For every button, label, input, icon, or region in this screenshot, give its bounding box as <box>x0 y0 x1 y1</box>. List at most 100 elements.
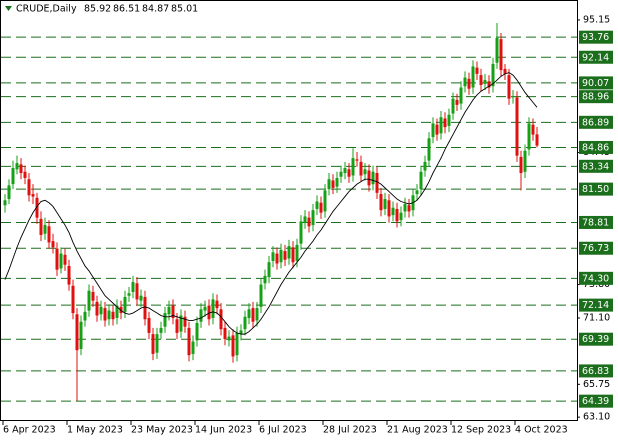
level-box <box>579 332 613 346</box>
candle-body <box>19 164 23 174</box>
level-label: 92.14 <box>582 52 609 63</box>
candle-body <box>527 123 531 150</box>
level-box <box>579 50 613 64</box>
candle-body <box>79 321 83 349</box>
candle-body <box>7 185 11 200</box>
candle-body <box>463 77 467 87</box>
level-box <box>579 30 613 44</box>
candle-body <box>147 318 151 333</box>
candle-body <box>83 311 87 321</box>
candle-body <box>407 205 411 212</box>
candle-body <box>367 170 371 186</box>
candle-body <box>455 99 459 105</box>
candle-body <box>251 308 255 322</box>
candle-body <box>475 67 479 74</box>
candle-body <box>419 171 423 190</box>
candle-body <box>207 305 211 320</box>
candle-body <box>67 265 71 285</box>
candle-body <box>107 310 111 320</box>
candle-body <box>239 330 243 335</box>
candle-body <box>259 284 263 307</box>
x-tick-label: 14 Jun 2023 <box>195 425 252 436</box>
candle-body <box>275 253 279 264</box>
candle-body <box>459 87 463 104</box>
x-axis: 6 Apr 2023 1 May 2023 23 May 2023 14 Jun 20… <box>2 420 568 436</box>
candle-body <box>327 179 331 190</box>
candle-body <box>183 316 187 327</box>
candle-body <box>315 201 319 209</box>
candle-body <box>311 210 315 226</box>
candle-body <box>279 249 283 263</box>
header-values: 85.92 86.51 84.87 85.01 <box>84 4 198 15</box>
y-tick-label: 65.75 <box>583 379 610 390</box>
level-box <box>579 76 613 90</box>
candle-body <box>267 262 271 278</box>
ma-line <box>4 72 538 335</box>
candle-body <box>195 322 199 341</box>
level-label: 86.89 <box>582 117 609 128</box>
candle-body <box>431 123 435 138</box>
level-label: 83.34 <box>582 161 609 172</box>
candle-body <box>211 299 215 319</box>
symbol: CRUDE,Daily <box>16 4 77 15</box>
candle-body <box>223 327 227 340</box>
level-box <box>579 394 613 408</box>
header-value: 85.01 <box>171 4 198 15</box>
candle-body <box>203 306 207 311</box>
candle-body <box>151 334 155 354</box>
candles <box>3 23 539 402</box>
candle-body <box>215 300 219 309</box>
candle-body <box>383 199 387 209</box>
candle-body <box>447 114 451 126</box>
candle-body <box>403 203 407 212</box>
level-box <box>579 182 613 196</box>
candle-body <box>443 118 447 128</box>
candle-body <box>59 253 63 269</box>
candle-body <box>243 316 247 330</box>
candle-body <box>531 124 535 135</box>
candle-body <box>427 138 431 161</box>
y-tick-label: 71.10 <box>583 313 610 324</box>
candle-body <box>471 66 475 88</box>
level-box <box>579 271 613 285</box>
candle-body <box>199 309 203 322</box>
y-tick-label: 63.10 <box>583 412 610 423</box>
candle-body <box>55 248 59 270</box>
header-value: 84.87 <box>142 4 169 15</box>
candle-body <box>219 309 223 330</box>
candle-body <box>395 208 399 222</box>
x-tick-label: 28 Jul 2023 <box>323 425 377 436</box>
level-labels: 93.76 92.14 90.07 88.96 86.89 84.86 83.34 81.50… <box>579 30 613 408</box>
candle-body <box>339 171 343 177</box>
candle-body <box>179 315 183 332</box>
candle-body <box>111 311 115 320</box>
candle-body <box>247 309 251 319</box>
header-icon <box>5 6 12 11</box>
candle-body <box>167 306 171 315</box>
level-label: 74.30 <box>582 273 609 284</box>
candle-body <box>307 217 311 227</box>
candle-body <box>499 39 503 71</box>
level-box <box>579 140 613 154</box>
candle-body <box>255 308 259 321</box>
candle-body <box>511 96 515 98</box>
candle-body <box>415 190 419 195</box>
x-tick-label: 21 Aug 2023 <box>387 425 448 436</box>
candle-body <box>143 296 147 320</box>
candle-body <box>467 78 471 89</box>
level-label: 90.07 <box>582 78 609 89</box>
candle-body <box>343 168 347 174</box>
candle-body <box>191 341 195 354</box>
candle-body <box>519 156 523 174</box>
candle-body <box>291 247 295 263</box>
candle-body <box>171 305 175 319</box>
candle-body <box>115 305 119 319</box>
candle-body <box>435 124 439 135</box>
candle-body <box>39 218 43 235</box>
candle-body <box>507 75 511 99</box>
candle-body <box>11 168 15 185</box>
candle-body <box>483 80 487 84</box>
candle-body <box>31 194 35 197</box>
candle-body <box>227 336 231 341</box>
